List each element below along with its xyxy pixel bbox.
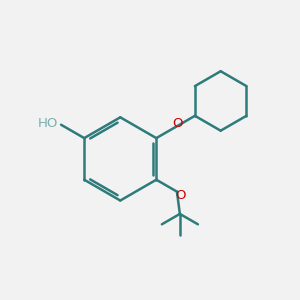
Text: HO: HO xyxy=(38,117,58,130)
Text: O: O xyxy=(172,118,182,130)
Text: O: O xyxy=(175,189,186,202)
